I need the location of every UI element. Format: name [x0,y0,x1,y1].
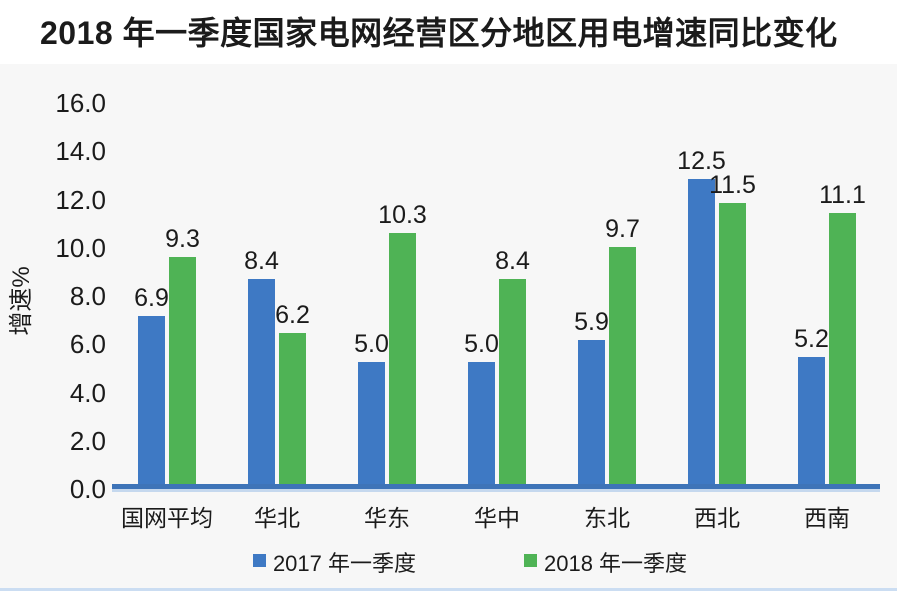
legend-swatch-icon [252,553,266,567]
legend-label: 2017 年一季度 [272,551,416,576]
legend-item: 2018 年一季度 [524,546,687,578]
legend-swatch-icon [524,553,537,567]
bottom-divider-line [0,588,897,591]
legend-label: 2018 年一季度 [544,551,688,576]
chart-panel [0,64,897,588]
chart-title: 2018 年一季度国家电网经营区分地区用电增速同比变化 [40,15,838,51]
legend: 2017 年一季度 2018 年一季度 [115,546,825,578]
legend-item: 2017 年一季度 [252,546,416,578]
